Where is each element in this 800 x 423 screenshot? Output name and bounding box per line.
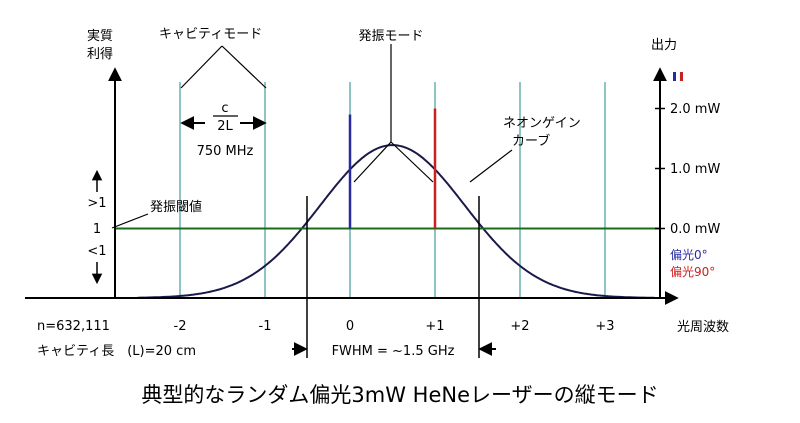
spacing-frequency: 750 MHz: [197, 144, 254, 159]
power-tick-marks: [655, 107, 665, 230]
power-tick-0: 0.0 mW: [670, 222, 720, 237]
neon-gain-curve: [137, 144, 655, 299]
n-value: n=632,111: [37, 319, 110, 334]
y-left-label-line1: 実質: [87, 28, 113, 44]
cavity-bracket-left: [180, 45, 223, 89]
spacing-numerator: c: [221, 101, 228, 116]
gain-gt1-label: >1: [87, 196, 106, 211]
cavity-length: キャビティ長 (L)=20 cm: [37, 344, 196, 359]
y-right-label: 出力: [651, 38, 677, 53]
threshold-pointer: [111, 213, 149, 229]
power-tick-1: 1.0 mW: [670, 162, 720, 177]
lasing-mode-bars: [348, 108, 437, 229]
frequency-tick-labels: -2 -1 0 +1 +2 +3: [174, 319, 615, 334]
lasing-pointer-left: [353, 141, 392, 183]
frequency-tick-label: -2: [174, 319, 187, 334]
neon-gain-label-line2: カーブ: [512, 133, 550, 149]
threshold-label: 発振閾値: [150, 199, 202, 215]
spacing-denominator: 2L: [217, 119, 233, 134]
y-left-label-line2: 利得: [87, 46, 113, 62]
figure-caption: 典型的なランダム偏光3mW HeNeレーザーの縦モード: [141, 383, 658, 407]
power-tick-2: 2.0 mW: [670, 102, 720, 117]
pol90-legend-mark: [680, 72, 683, 81]
frequency-tick-label: +2: [510, 319, 529, 334]
gain-lt1-label: <1: [87, 244, 106, 259]
frequency-tick-label: +1: [425, 319, 444, 334]
pol0-legend: 偏光0°: [670, 247, 708, 262]
cavity-mode-label: キャビティモード: [159, 27, 262, 42]
pol0-legend-mark: [673, 72, 676, 81]
frequency-tick-label: +3: [595, 319, 614, 334]
cavity-bracket-right: [221, 45, 267, 89]
gain-eq1-label: 1: [93, 222, 101, 237]
pol90-legend: 偏光90°: [670, 264, 715, 279]
lasing-pointer-right: [390, 141, 434, 183]
x-axis-label: 光周波数: [677, 320, 729, 335]
frequency-tick-label: -1: [259, 319, 272, 334]
fwhm-label: FWHM = ~1.5 GHz: [332, 344, 455, 359]
lasing-mode-label: 発振モード: [358, 29, 423, 44]
frequency-tick-label: 0: [346, 319, 354, 334]
gain-curve-pointer: [469, 149, 513, 183]
cavity-mode-lines: [179, 82, 606, 298]
neon-gain-label-line1: ネオンゲイン: [503, 116, 581, 131]
